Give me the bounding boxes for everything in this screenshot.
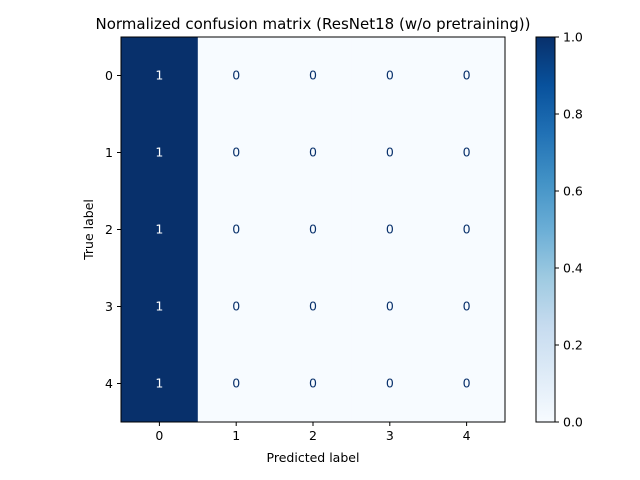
heatmap-cell (197, 37, 276, 115)
heatmap-cell-label: 0 (463, 299, 471, 314)
heatmap-cell (121, 191, 199, 269)
x-tick-label: 2 (309, 428, 317, 443)
heatmap-cell (351, 345, 429, 423)
heatmap-cell-label: 0 (386, 68, 394, 83)
heatmap-cell-label: 1 (155, 222, 163, 237)
heatmap-cell (351, 37, 429, 115)
heatmap-cell (428, 345, 506, 423)
heatmap-cell (274, 345, 352, 423)
heatmap-cell-label: 0 (386, 145, 394, 160)
y-tick-label: 0 (105, 68, 113, 83)
heatmap-cell (121, 345, 199, 423)
colorbar (535, 36, 556, 423)
heatmap-cell-labels: 1 0 0 0 0 1 0 0 0 0 1 0 0 0 0 1 0 0 0 0 1 0 0 0 0 (155, 68, 470, 391)
heatmap-cell-label: 0 (386, 222, 394, 237)
heatmap-cell (197, 345, 276, 423)
heatmap-cell (351, 268, 429, 346)
x-axis-ticks: 0 1 2 3 4 (155, 422, 471, 443)
y-tick-label: 1 (105, 145, 113, 160)
heatmap-cell-label: 0 (232, 222, 240, 237)
colorbar-tick-label: 1.0 (563, 30, 583, 45)
y-axis-ticks: 0 1 2 3 4 (105, 68, 121, 391)
heatmap-cell-label: 0 (232, 145, 240, 160)
heatmap-cell (274, 268, 352, 346)
colorbar-tick-label: 0.6 (563, 184, 583, 199)
heatmap-cell-label: 0 (463, 222, 471, 237)
heatmap-cell-label: 0 (309, 376, 317, 391)
heatmap-cell (197, 191, 276, 269)
y-tick-label: 4 (105, 376, 113, 391)
heatmap-cells (121, 37, 506, 423)
heatmap-cell (428, 268, 506, 346)
colorbar-tick-label: 0.4 (563, 261, 583, 276)
heatmap-cell-label: 0 (386, 299, 394, 314)
colorbar-tick-label: 0.0 (563, 415, 583, 430)
heatmap-cell-label: 1 (155, 299, 163, 314)
x-tick-label: 3 (386, 428, 394, 443)
heatmap-cell-label: 1 (155, 376, 163, 391)
colorbar-tick-label: 0.2 (563, 338, 583, 353)
heatmap-cell-label: 0 (463, 145, 471, 160)
x-tick-label: 4 (463, 428, 471, 443)
heatmap-cell-label: 0 (386, 376, 394, 391)
heatmap-cell (428, 37, 506, 115)
heatmap-cell-label: 0 (309, 145, 317, 160)
heatmap-cell (197, 114, 276, 192)
y-tick-label: 3 (105, 299, 113, 314)
heatmap-cell (351, 114, 429, 192)
colorbar-tick-label: 0.8 (563, 107, 583, 122)
heatmap-cell (274, 191, 352, 269)
heatmap-cell (121, 37, 199, 115)
heatmap-cell-label: 0 (463, 68, 471, 83)
heatmap-cell-label: 0 (309, 68, 317, 83)
x-axis-label: Predicted label (267, 450, 360, 465)
heatmap-cell-label: 0 (463, 376, 471, 391)
x-tick-label: 0 (155, 428, 163, 443)
heatmap-cell-label: 0 (232, 299, 240, 314)
x-tick-label: 1 (232, 428, 240, 443)
y-axis-label: True label (81, 199, 96, 261)
heatmap-cell (121, 114, 199, 192)
heatmap-cell-label: 0 (309, 222, 317, 237)
heatmap-cell (197, 268, 276, 346)
chart-title: Normalized confusion matrix (ResNet18 (w… (96, 15, 531, 33)
colorbar-ticks: 0.0 0.2 0.4 0.6 0.8 1.0 (555, 30, 583, 430)
heatmap-cell-label: 0 (232, 376, 240, 391)
heatmap-cell (274, 37, 352, 115)
heatmap-cell-label: 0 (232, 68, 240, 83)
heatmap-cell (351, 191, 429, 269)
heatmap-cell-label: 1 (155, 145, 163, 160)
y-tick-label: 2 (105, 222, 113, 237)
heatmap-cell (274, 114, 352, 192)
heatmap-cell-label: 0 (309, 299, 317, 314)
heatmap-cell-label: 1 (155, 68, 163, 83)
heatmap-cell (428, 114, 506, 192)
heatmap-cell (121, 268, 199, 346)
heatmap-cell (428, 191, 506, 269)
